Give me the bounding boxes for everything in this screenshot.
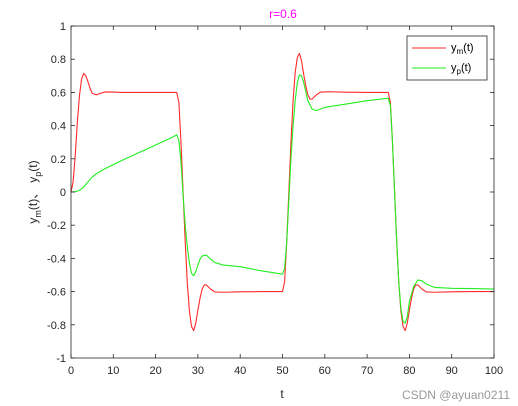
y-tick-label: 0.2 bbox=[51, 154, 66, 166]
y-tick-label: 0.8 bbox=[51, 54, 66, 66]
legend-entry-yp: yp(t) bbox=[451, 62, 471, 76]
y-tick-label: 0.4 bbox=[51, 121, 66, 133]
y-tick-label: -1 bbox=[56, 353, 66, 365]
legend-box bbox=[406, 35, 488, 81]
x-tick-label: 10 bbox=[107, 365, 119, 377]
legend-entry-ym: ym(t) bbox=[451, 42, 474, 56]
series-line-p bbox=[70, 74, 495, 324]
plot-area bbox=[71, 26, 494, 358]
y-tick-label: -0.6 bbox=[47, 287, 66, 299]
x-tick-label: 90 bbox=[446, 365, 458, 377]
ticks-layer: 0 10 20 30 40 50 60 70 80 90 100 1 0.8 0.6 0.4 0.2 0 -0.2… bbox=[47, 21, 503, 377]
series-line-m bbox=[70, 52, 494, 332]
y-label-yp-arg: (t) bbox=[26, 160, 40, 171]
y-axis-label: ym(t)、yp(t) bbox=[26, 160, 43, 223]
series-layer bbox=[70, 52, 495, 332]
x-tick-label: 0 bbox=[68, 365, 74, 377]
x-tick-label: 20 bbox=[149, 365, 161, 377]
y-tick-label: -0.8 bbox=[47, 320, 66, 332]
x-axis-label: t bbox=[280, 387, 284, 401]
y-label-sep: 、 bbox=[26, 187, 40, 199]
x-tick-label: 80 bbox=[403, 365, 415, 377]
y-tick-label: 0 bbox=[60, 187, 66, 199]
y-label-yp-sub: p bbox=[33, 172, 43, 177]
plot-frame bbox=[70, 25, 495, 359]
x-tick-label: 40 bbox=[234, 365, 246, 377]
svg-text:ym(t)、yp(t): ym(t)、yp(t) bbox=[26, 160, 43, 223]
x-tick-label: 50 bbox=[276, 365, 288, 377]
x-tick-label: 60 bbox=[319, 365, 331, 377]
y-label-yp-base: y bbox=[26, 177, 40, 183]
y-label-ym-sub: m bbox=[33, 210, 43, 218]
y-tick-label: 1 bbox=[60, 21, 66, 33]
x-tick-label: 30 bbox=[192, 365, 204, 377]
x-tick-label: 70 bbox=[361, 365, 373, 377]
y-label-ym-arg: (t) bbox=[26, 199, 40, 210]
y-tick-label: -0.4 bbox=[47, 253, 66, 265]
y-tick-label: -0.2 bbox=[47, 220, 66, 232]
y-label-ym-base: y bbox=[26, 218, 40, 224]
legend: ym(t) yp(t) bbox=[406, 35, 488, 81]
chart-title: r=0.6 bbox=[269, 7, 297, 21]
x-tick-label: 100 bbox=[485, 365, 503, 377]
watermark: CSDN @ayuan0211 bbox=[401, 388, 510, 402]
y-tick-label: 0.6 bbox=[51, 87, 66, 99]
